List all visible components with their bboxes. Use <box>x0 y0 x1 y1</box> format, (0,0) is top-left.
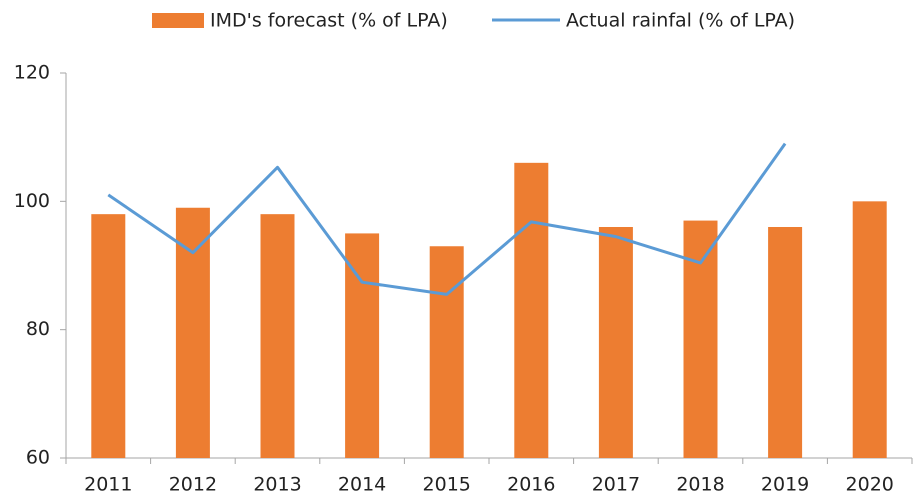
bar <box>852 201 887 459</box>
x-tick-label: 2017 <box>592 474 640 496</box>
bar <box>175 207 210 458</box>
x-tick-label: 2018 <box>676 474 724 496</box>
bar <box>683 220 718 458</box>
legend-swatch <box>152 13 204 28</box>
line <box>107 142 787 296</box>
x-tick-label: 2013 <box>253 474 301 496</box>
x-tick-label: 2014 <box>338 474 386 496</box>
legend-label: Actual rainfal (% of LPA) <box>566 10 795 32</box>
y-tick-label: 120 <box>14 62 50 84</box>
bar <box>514 162 549 459</box>
x-tick-label: 2011 <box>84 474 132 496</box>
x-tick-label: 2016 <box>507 474 555 496</box>
x-tick-label: 2019 <box>761 474 809 496</box>
x-tick-label: 2015 <box>423 474 471 496</box>
bar <box>768 227 803 458</box>
bar <box>260 214 295 458</box>
x-tick-label: 2012 <box>169 474 217 496</box>
bar <box>91 214 126 458</box>
bar <box>345 233 380 458</box>
x-tick-label: 2020 <box>846 474 894 496</box>
y-tick-label: 60 <box>26 447 50 469</box>
bar <box>429 246 464 458</box>
bar <box>598 227 633 458</box>
y-tick-label: 100 <box>14 190 50 212</box>
y-tick-label: 80 <box>26 318 50 340</box>
legend-label: IMD's forecast (% of LPA) <box>210 10 448 32</box>
